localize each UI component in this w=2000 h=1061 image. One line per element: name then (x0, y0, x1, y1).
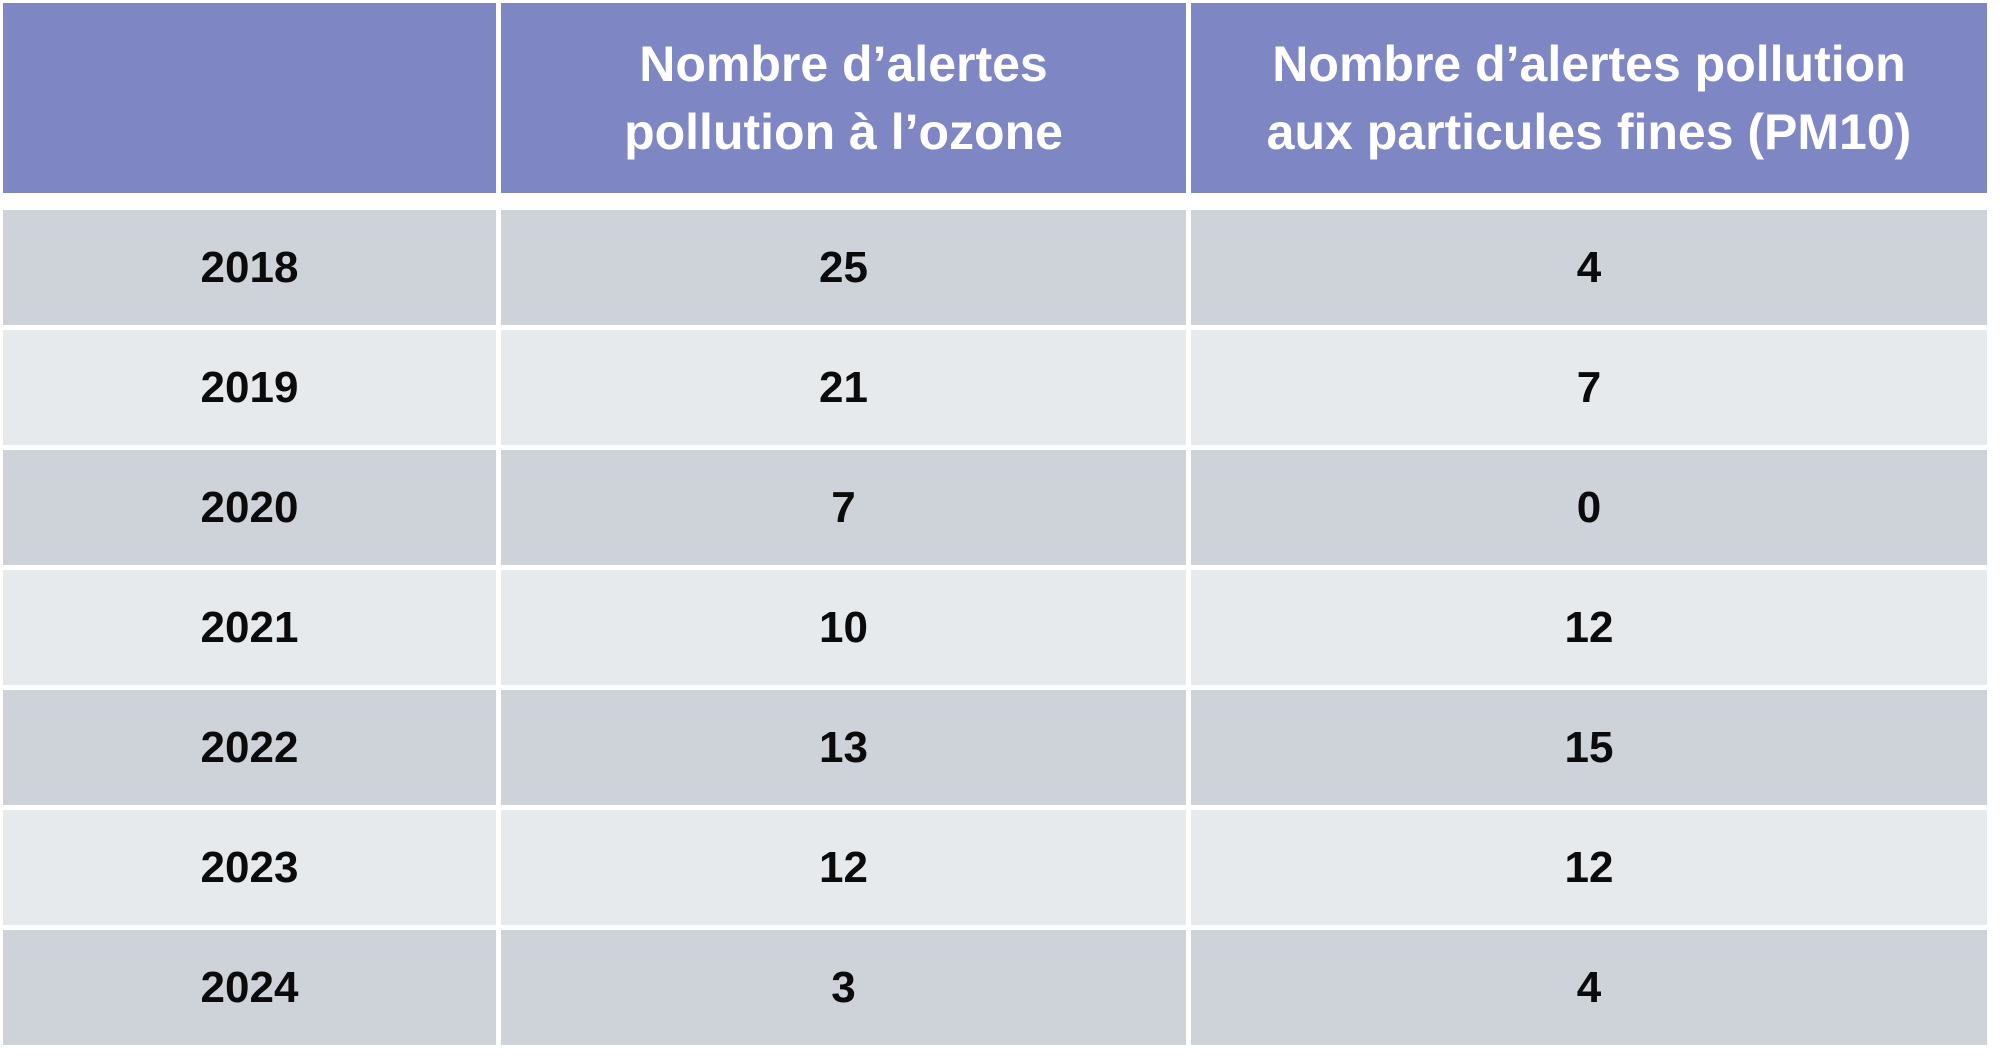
pm10-value-cell: 15 (1191, 690, 1987, 805)
table-row-2021: 2021 10 12 (3, 570, 1987, 685)
pollution-alerts-table: Nombre d’alertes pollution à l’ozone Nom… (3, 3, 1987, 1050)
pm10-value-cell: 4 (1191, 930, 1987, 1045)
pm10-value-cell: 12 (1191, 810, 1987, 925)
year-cell: 2023 (3, 810, 496, 925)
table-row-2022: 2022 13 15 (3, 690, 1987, 805)
header-pm10-line1: Nombre d’alertes pollution (1272, 36, 1906, 92)
header-cell-empty (3, 3, 496, 193)
ozone-value-cell: 25 (501, 210, 1186, 325)
year-cell: 2024 (3, 930, 496, 1045)
pm10-value-cell: 12 (1191, 570, 1987, 685)
ozone-value-cell: 13 (501, 690, 1186, 805)
header-ozone-line2: pollution à l’ozone (624, 104, 1063, 160)
ozone-value-cell: 10 (501, 570, 1186, 685)
header-cell-ozone: Nombre d’alertes pollution à l’ozone (501, 3, 1186, 193)
pm10-value-cell: 7 (1191, 330, 1987, 445)
year-cell: 2021 (3, 570, 496, 685)
table-row-2018: 2018 25 4 (3, 210, 1987, 325)
pm10-value-cell: 0 (1191, 450, 1987, 565)
ozone-value-cell: 21 (501, 330, 1186, 445)
table-row-2020: 2020 7 0 (3, 450, 1987, 565)
year-cell: 2019 (3, 330, 496, 445)
year-cell: 2020 (3, 450, 496, 565)
ozone-value-cell: 3 (501, 930, 1186, 1045)
ozone-value-cell: 12 (501, 810, 1186, 925)
table-header-row: Nombre d’alertes pollution à l’ozone Nom… (3, 3, 1987, 193)
table-row-2019: 2019 21 7 (3, 330, 1987, 445)
pm10-value-cell: 4 (1191, 210, 1987, 325)
header-pm10-line2: aux particules fines (PM10) (1266, 104, 1912, 160)
year-cell: 2022 (3, 690, 496, 805)
year-cell: 2018 (3, 210, 496, 325)
table-row-2023: 2023 12 12 (3, 810, 1987, 925)
ozone-value-cell: 7 (501, 450, 1186, 565)
table-row-2024: 2024 3 4 (3, 930, 1987, 1045)
header-ozone-line1: Nombre d’alertes (639, 36, 1048, 92)
header-cell-pm10: Nombre d’alertes pollution aux particule… (1191, 3, 1987, 193)
